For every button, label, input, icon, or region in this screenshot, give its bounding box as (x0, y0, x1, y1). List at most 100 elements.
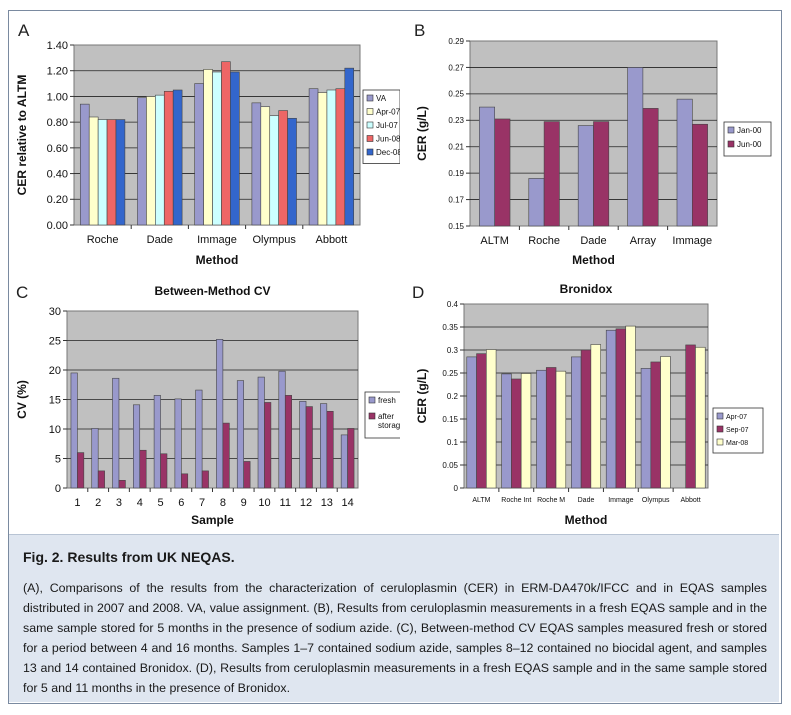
x-category-label: ALTM (480, 235, 509, 247)
bar-a-jul-07-3 (212, 71, 222, 226)
legend-swatch (727, 126, 735, 134)
legend-label: Mar-08 (726, 440, 748, 447)
x-category-label: 12 (300, 497, 312, 509)
bar-d-apr-07-5 (605, 329, 617, 489)
bar-c-after-storage-8 (222, 422, 230, 489)
x-category-label: 13 (321, 497, 333, 509)
caption-title: Fig. 2. Results from UK NEQAS. (23, 549, 235, 565)
bar-c-after-storage-2 (97, 470, 105, 489)
bar-d-sep-07-1 (476, 353, 487, 489)
y-axis-label: CER (g/L) (415, 369, 429, 424)
bar-d-apr-07-3 (536, 369, 547, 489)
y-tick-label: 0.35 (442, 323, 458, 332)
x-category-label: Immage (608, 497, 633, 504)
bar-b-jan-00-3 (577, 125, 594, 227)
bar-c-fresh-4 (133, 404, 141, 489)
bar-c-fresh-13 (320, 403, 328, 489)
y-tick-label: 0 (55, 483, 61, 495)
bar-b-jun-00-3 (593, 121, 610, 227)
bar-a-jun-08-2 (163, 90, 174, 226)
bar-b-jun-00-4 (642, 108, 659, 227)
bar-d-sep-07-7 (685, 344, 696, 489)
y-tick-label: 1.00 (47, 91, 68, 103)
x-category-label: Immage (672, 235, 712, 247)
legend-label: Jun-08 (376, 135, 400, 144)
bar-a-apr-07-3 (203, 69, 213, 226)
y-axis-label: CER relative to ALTM (15, 75, 29, 196)
bar-d-sep-07-4 (580, 349, 592, 489)
bar-c-after-storage-10 (264, 402, 272, 489)
legend-swatch (716, 438, 724, 446)
y-tick-label: 0.1 (447, 438, 459, 447)
x-axis-label: Method (572, 253, 615, 267)
bar-d-apr-07-4 (571, 356, 582, 489)
chart-svg-a: A 0.00 0.20 0.40 0.60 0.80 1.00 1.20 1.40 Roche Da… (15, 21, 400, 267)
chart-svg-b: B 0.15 0.17 0.19 0.21 0.23 0.25 0.27 0.29 ALTM Roc… (414, 21, 772, 267)
y-tick-label: 1.20 (47, 66, 68, 78)
y-tick-label: 0.05 (442, 461, 458, 470)
bar-c-after-storage-14 (347, 428, 355, 489)
y-tick-label: 0.23 (448, 116, 464, 125)
legend-label: Jul-07 (376, 121, 398, 130)
panel-letter: B (414, 21, 425, 40)
y-axis-label: CV (%) (15, 380, 29, 419)
x-category-label: Roche (87, 234, 119, 246)
bar-c-fresh-6 (174, 398, 182, 489)
x-category-label: 2 (95, 497, 101, 509)
chart-panel-a: A 0.00 0.20 0.40 0.60 0.80 1.00 1.20 1.40 Roche Da… (12, 14, 400, 276)
bar-a-dec-08-5 (344, 67, 355, 226)
legend-label: Jan-00 (737, 126, 762, 135)
bar-a-dec-08-2 (172, 89, 183, 226)
x-category-label: 14 (341, 497, 353, 509)
bar-b-jan-00-2 (528, 178, 545, 227)
bar-a-jun-08-1 (106, 119, 117, 226)
bar-b-jun-00-1 (494, 118, 511, 227)
x-category-label: 6 (178, 497, 184, 509)
x-category-label: 4 (137, 497, 143, 509)
y-tick-label: 0.19 (448, 169, 464, 178)
bar-a-jul-07-1 (97, 119, 108, 226)
x-category-label: Roche (528, 235, 560, 247)
bar-b-jan-00-4 (627, 67, 644, 227)
legend-swatch (366, 121, 374, 129)
legend-label: fresh (378, 396, 396, 405)
bar-b-jan-00-5 (676, 98, 693, 227)
bar-c-fresh-8 (216, 339, 224, 489)
bar-b-jan-00-1 (479, 106, 496, 227)
legend-swatch (716, 425, 724, 433)
legend-label: Jun-00 (737, 140, 762, 149)
y-tick-label: 0.2 (447, 392, 459, 401)
x-category-label: 3 (116, 497, 122, 509)
bar-a-va-2 (137, 97, 147, 226)
bar-a-apr-07-1 (88, 116, 99, 226)
chart-svg-d: D Bronidox 0 0.05 0.1 0.15 0.2 0.25 0.3 0.35 0.4 AL… (412, 282, 764, 527)
y-tick-label: 0.25 (442, 369, 458, 378)
y-tick-label: 5 (55, 453, 61, 465)
bar-a-jul-07-2 (155, 94, 165, 226)
bar-c-after-storage-11 (284, 395, 292, 489)
bar-d-sep-07-2 (511, 378, 522, 489)
x-category-label: 10 (258, 497, 270, 509)
x-category-label: 1 (74, 497, 80, 509)
x-category-label: Dade (578, 497, 595, 504)
bar-a-jul-07-4 (269, 115, 279, 226)
panel-letter: A (18, 21, 30, 40)
x-category-label: 5 (157, 497, 163, 509)
bar-a-apr-07-2 (146, 96, 156, 226)
legend-label: Apr-07 (726, 414, 747, 421)
caption-text: (A), Comparisons of the results from the… (23, 581, 767, 695)
bar-d-apr-07-6 (640, 368, 652, 489)
bar-c-fresh-10 (257, 376, 265, 489)
y-tick-label: 0.15 (442, 415, 458, 424)
x-category-label: Dade (580, 235, 606, 247)
bar-d-mar-08-5 (625, 325, 636, 489)
y-tick-label: 30 (49, 306, 61, 318)
chart-title: Between-Method CV (154, 284, 270, 298)
bar-c-after-storage-6 (181, 473, 189, 489)
bar-c-after-storage-7 (201, 470, 209, 489)
y-tick-label: 0.00 (47, 220, 68, 232)
bar-d-apr-07-2 (501, 373, 512, 489)
y-tick-label: 10 (49, 424, 61, 436)
legend-label: Sep-07 (726, 427, 749, 434)
bar-b-jun-00-5 (691, 123, 708, 227)
